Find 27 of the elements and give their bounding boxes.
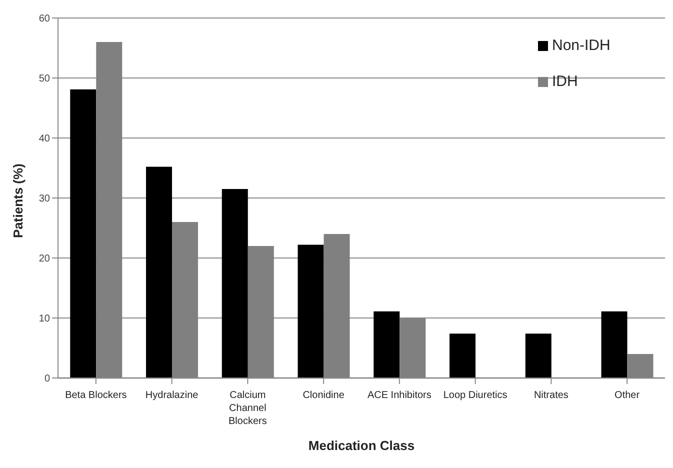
x-tick-label: Calcium Channel Blockers: [228, 390, 267, 427]
x-tick-label: Clonidine: [302, 390, 345, 401]
bar: [525, 334, 552, 378]
x-tick-label: Loop Diuretics: [443, 390, 508, 401]
y-tick-label: 50: [38, 74, 50, 85]
x-tick-label: Nitrates: [534, 390, 568, 401]
bar: [450, 334, 476, 378]
x-tick-label: Beta Blockers: [65, 390, 127, 401]
y-tick-label: 40: [38, 134, 50, 145]
x-tick-label: Hydralazine: [145, 390, 199, 401]
bar: [298, 244, 324, 378]
y-tick-label: 30: [38, 194, 50, 205]
x-tick-label: ACE Inhibitors: [367, 390, 432, 401]
bar: [146, 166, 172, 378]
bar: [70, 89, 96, 378]
legend-label: IDH: [552, 73, 578, 90]
y-tick-label: 0: [44, 374, 50, 385]
y-tick-label: 20: [38, 254, 50, 265]
y-tick-label: 60: [38, 14, 50, 25]
bar: [601, 311, 628, 378]
x-axis-title: Medication Class: [308, 438, 415, 453]
y-axis-title: Patients (%): [10, 164, 26, 238]
bar: [374, 311, 400, 378]
y-tick-label: 10: [38, 314, 50, 325]
legend-label: Non-IDH: [552, 37, 610, 54]
x-tick-label: Other: [614, 390, 640, 401]
bar: [222, 189, 248, 378]
